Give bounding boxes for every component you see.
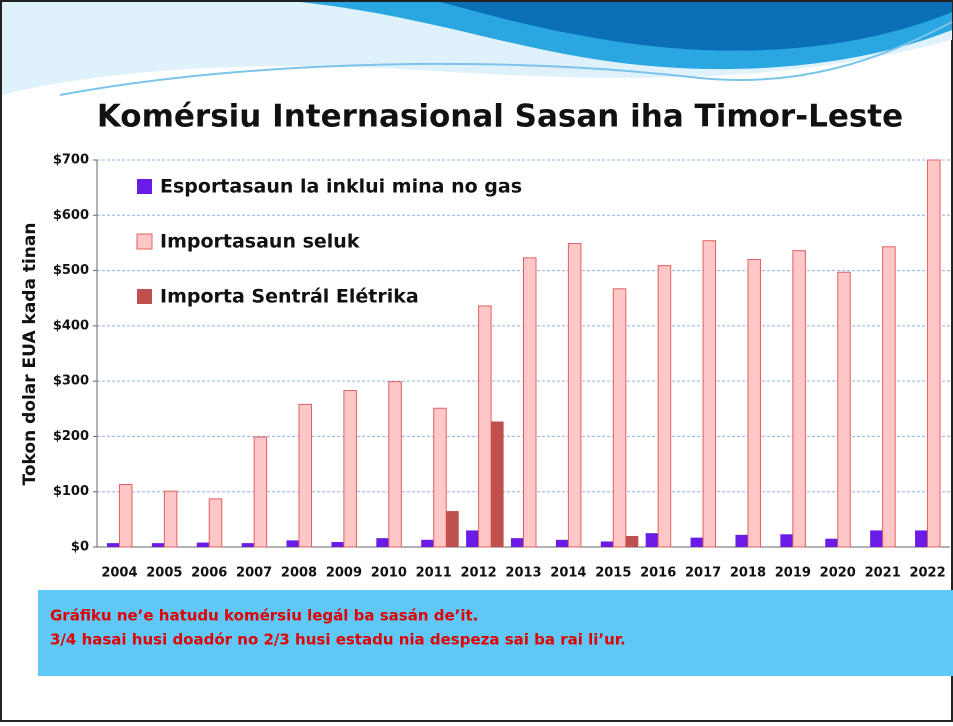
x-tick-label: 2019 [775,566,811,581]
bar [793,251,806,547]
bar [870,530,883,547]
bar [825,539,838,547]
bar [119,485,131,547]
note-line: Gráfiku ne’e hatudu komérsiu legál ba sa… [50,607,478,625]
bar [748,260,761,547]
bar [883,247,896,547]
bar [287,540,300,547]
x-tick-label: 2016 [640,566,676,581]
bar [331,542,344,547]
x-tick-label: 2004 [101,566,137,581]
bar [466,530,479,547]
bar [838,272,851,547]
x-tick-label: 2009 [326,566,362,581]
legend-swatch [137,234,152,249]
x-tick-label: 2013 [505,566,541,581]
x-tick-label: 2010 [371,566,407,581]
y-tick-label: $0 [71,540,89,555]
legend-swatch [137,179,152,194]
bar [491,422,504,547]
bar [197,543,210,547]
bar [446,511,459,547]
bar [646,533,659,547]
x-tick-label: 2022 [909,566,945,581]
bar [556,540,569,547]
bar [152,543,165,547]
bar [928,160,941,547]
y-tick-label: $200 [53,429,89,444]
bar [703,241,716,547]
y-tick-label: $700 [53,153,89,168]
bar [479,306,492,547]
bar [691,538,704,547]
bar [107,543,120,547]
x-tick-label: 2015 [595,566,631,581]
x-tick-label: 2020 [820,566,856,581]
x-tick-label: 2006 [191,566,227,581]
bar [421,540,434,547]
x-tick-label: 2012 [461,566,497,581]
bar [376,538,389,547]
x-tick-label: 2021 [865,566,901,581]
bar [254,437,267,547]
x-tick-label: 2017 [685,566,721,581]
bar [780,534,793,547]
bar [389,382,402,547]
bar [915,530,928,547]
bar [658,266,671,547]
legend-label: Esportasaun la inklui mina no gas [160,176,522,198]
bar [299,404,312,547]
x-tick-label: 2014 [550,566,586,581]
legend-swatch [137,289,152,304]
bar [568,243,581,547]
note-line: 3/4 hasai husi doadór no 2/3 husi estadu… [50,631,626,649]
legend-label: Importa Sentrál Elétrika [160,286,419,308]
bar [613,289,626,547]
y-tick-label: $300 [53,374,89,389]
chart-title: Komérsiu Internasional Sasan iha Timor-L… [97,99,903,135]
bar [164,491,177,547]
x-tick-label: 2018 [730,566,766,581]
bar [511,538,524,547]
y-tick-label: $600 [53,208,89,223]
y-tick-label: $100 [53,484,89,499]
bar [735,535,748,547]
y-tick-label: $400 [53,318,89,333]
slide: Komérsiu Internasional Sasan iha Timor-L… [0,0,953,722]
x-tick-label: 2007 [236,566,272,581]
y-axis-label: Tokon dolar EUA kada tinan [20,223,40,486]
legend-label: Importasaun seluk [160,231,360,253]
x-tick-label: 2008 [281,566,317,581]
bar [344,391,357,547]
bar [524,258,537,547]
bar [209,499,222,547]
bar [626,536,639,547]
y-tick-label: $500 [53,263,89,278]
x-tick-label: 2005 [146,566,182,581]
bar [434,408,447,547]
x-tick-label: 2011 [416,566,452,581]
bar [242,543,255,547]
bar [601,541,614,547]
